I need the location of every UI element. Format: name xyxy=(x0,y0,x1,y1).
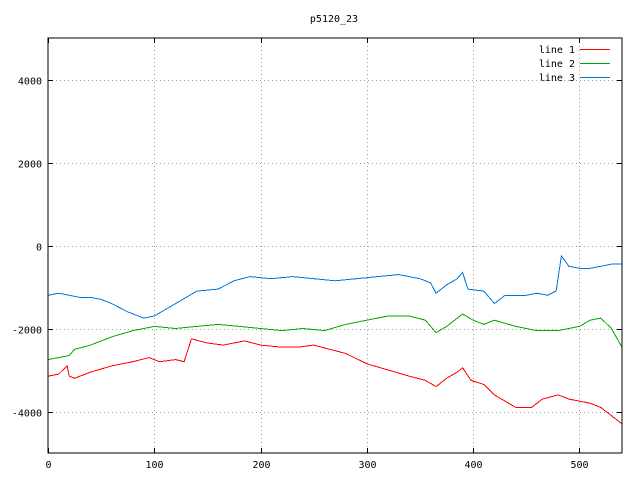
x-tick-label: 0 xyxy=(45,460,51,471)
legend-label-1: line 1 xyxy=(539,45,575,56)
x-tick-label: 200 xyxy=(252,460,270,471)
y-tick-label: 2000 xyxy=(18,160,42,171)
series-line-1 xyxy=(47,338,623,425)
x-tick-label: 300 xyxy=(358,460,376,471)
y-tick-label: -4000 xyxy=(12,409,42,420)
x-tick-label: 500 xyxy=(570,460,588,471)
legend-label-3: line 3 xyxy=(539,73,575,84)
series-lines xyxy=(47,254,623,425)
y-tick-label: 0 xyxy=(36,243,42,254)
plot-frame xyxy=(47,37,623,454)
x-tick-label: 400 xyxy=(464,460,482,471)
x-tick-label: 100 xyxy=(145,460,163,471)
legend-label-2: line 2 xyxy=(539,59,575,70)
legend: line 1 line 2 line 3 xyxy=(539,45,610,84)
series-line-2 xyxy=(47,313,623,361)
y-tick-label: 4000 xyxy=(18,77,42,88)
series-line-3 xyxy=(47,254,622,319)
y-tick-label: -2000 xyxy=(12,326,42,337)
chart-title: p5120_23 xyxy=(310,14,358,25)
axis-ticks: 0 100 200 300 400 500 -4000 -2000 0 2000 4000 xyxy=(12,38,622,471)
